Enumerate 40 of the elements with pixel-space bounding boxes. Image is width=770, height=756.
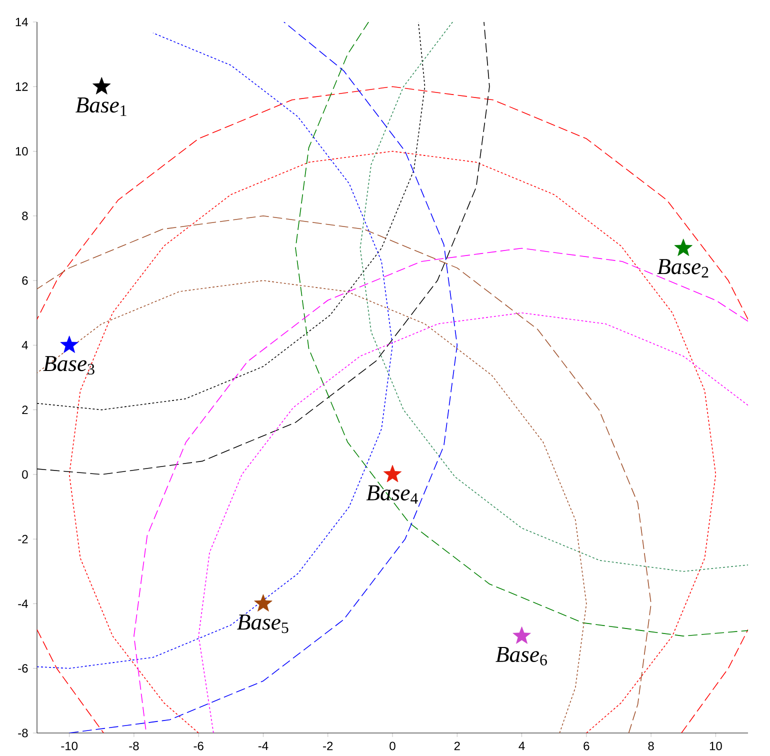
x-tick-label: 2 [454, 742, 460, 750]
x-tick-label: 4 [518, 742, 525, 750]
y-tick-label: 2 [22, 406, 28, 414]
point [512, 626, 531, 644]
point [92, 77, 111, 94]
annotation: Base$_{1}$ [76, 98, 126, 116]
y-tick-label: 4 [22, 341, 28, 350]
line-series [295, 22, 748, 636]
point [674, 238, 692, 256]
annotation: Base$_{3}$ [43, 356, 94, 375]
x-tick-label: 8 [648, 742, 654, 750]
x-tick-label: -8 [129, 742, 139, 750]
x-tick-label: -10 [61, 742, 78, 750]
point [383, 464, 402, 482]
y-tick-label: 6 [22, 276, 28, 285]
y-tick-label: 8 [22, 212, 28, 220]
x-tick-label: 10 [710, 742, 722, 750]
annotation: Base$_{6}$ [496, 646, 547, 666]
x-tick-label: 0 [390, 742, 396, 750]
y-tick-label: -4 [18, 600, 28, 608]
y-tick-label: 12 [16, 82, 28, 91]
line-series [37, 280, 587, 733]
y-tick-label: 14 [16, 18, 28, 26]
annotation: Base$_{2}$ [657, 259, 708, 278]
x-tick-label: 6 [584, 742, 590, 750]
x-tick-label: -2 [323, 742, 333, 750]
y-tick-label: 0 [22, 470, 28, 479]
y-tick-label: -8 [18, 728, 28, 738]
point [254, 594, 272, 612]
y-tick-label: 10 [16, 147, 28, 156]
x-tick-label: -6 [194, 742, 204, 750]
y-tick-label: -2 [18, 534, 28, 544]
y-tick-label: -6 [18, 664, 28, 673]
point [60, 336, 78, 353]
line-series [37, 216, 652, 733]
annotation: Base$_{5}$ [237, 614, 288, 634]
x-tick-label: -4 [258, 742, 268, 750]
line-series [360, 22, 748, 572]
annotation: Base$_{4}$ [366, 485, 418, 504]
line-series [198, 312, 748, 733]
